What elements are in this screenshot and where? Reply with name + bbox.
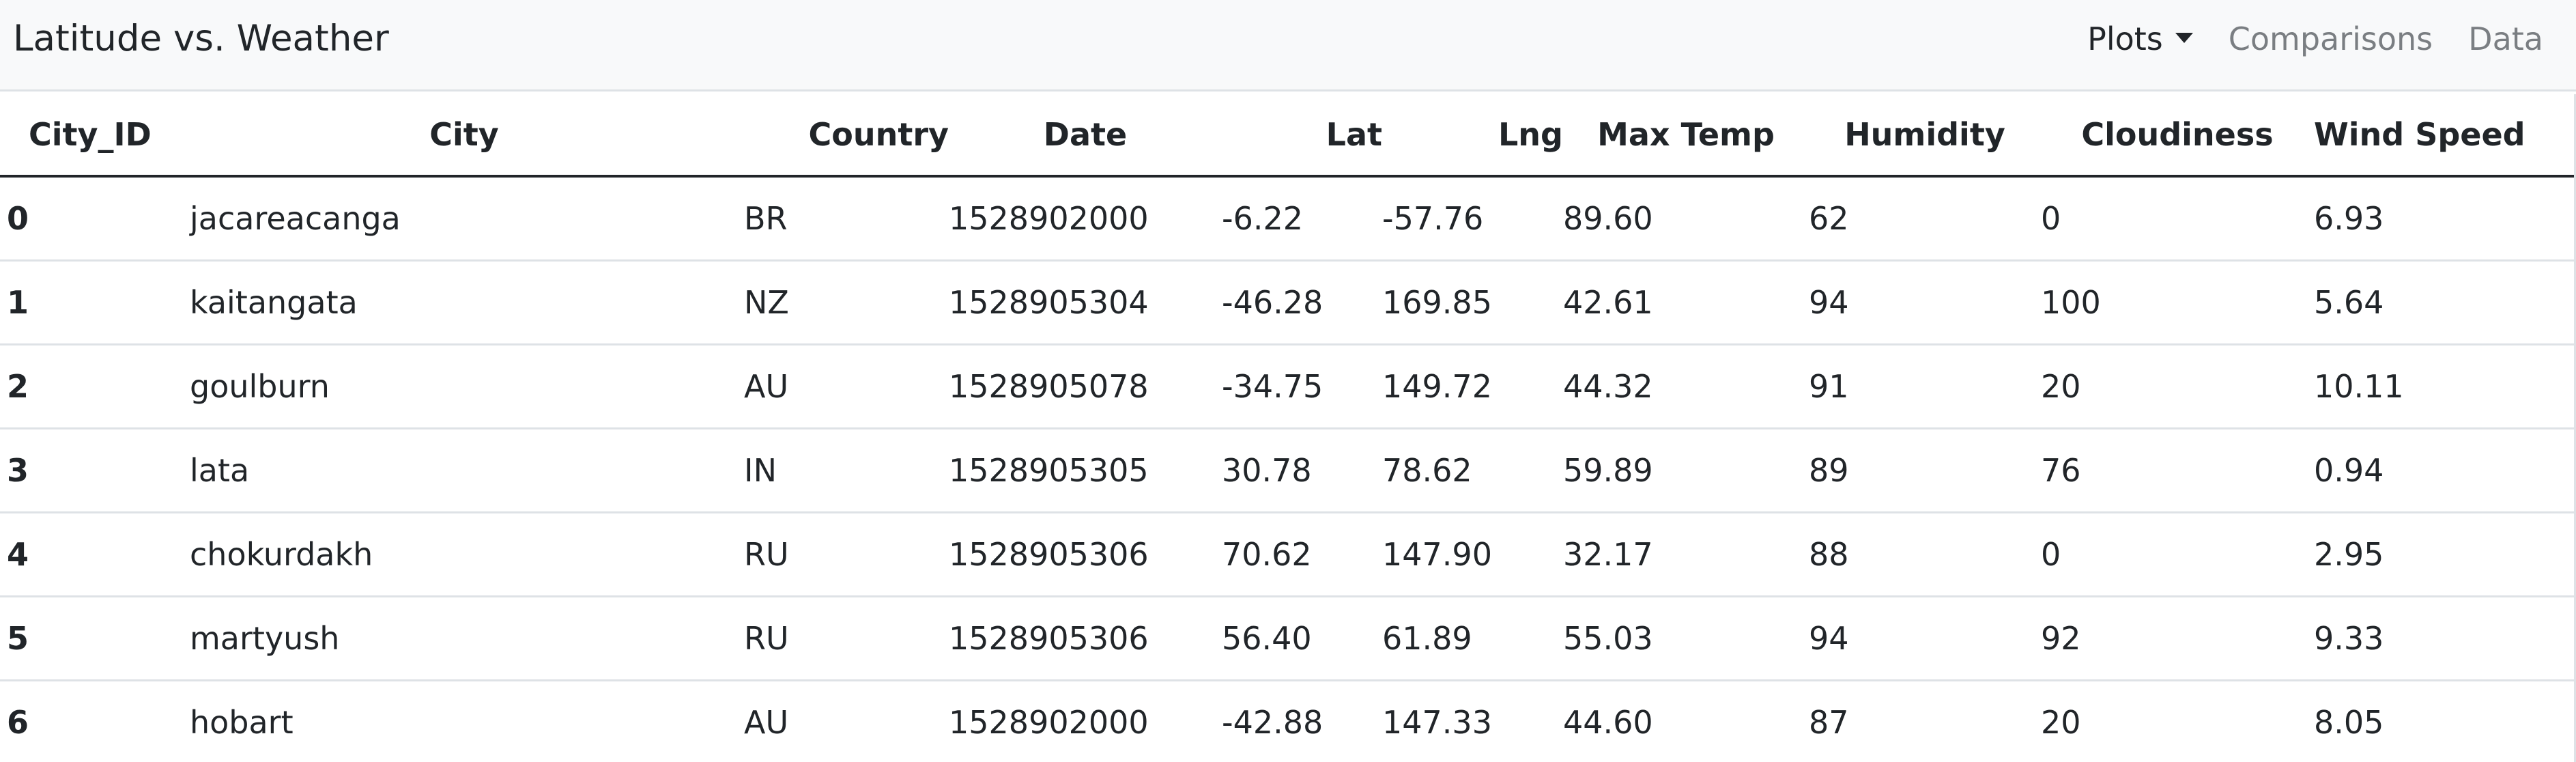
cell-lat: 70.62	[1222, 512, 1382, 597]
cell-max-temp: 32.17	[1563, 512, 1809, 597]
table-body: 0 jacareacanga BR 1528902000 -6.22 -57.76 89.6…	[0, 176, 2574, 762]
cell-city-id: 3	[0, 428, 184, 513]
data-table-container[interactable]: City_ID City Country Date Lat Lng Max Te…	[0, 94, 2576, 762]
table-row: 5 martyush RU 1528905306 56.40 61.89 55.03 94 92…	[0, 596, 2574, 681]
brand-title[interactable]: Latitude vs. Weather	[13, 18, 389, 59]
cell-max-temp: 55.03	[1563, 596, 1809, 681]
cell-lat: -6.22	[1222, 176, 1382, 262]
nav-plots-label: Plots	[2087, 20, 2163, 57]
cell-lng: 78.62	[1382, 428, 1563, 513]
cell-date: 1528905304	[949, 260, 1222, 345]
cell-date: 1528905306	[949, 596, 1222, 681]
cell-city: kaitangata	[184, 260, 744, 345]
cell-country: RU	[744, 596, 949, 681]
cell-date: 1528905305	[949, 428, 1222, 513]
nav-comparisons-link[interactable]: Comparisons	[2228, 20, 2433, 57]
cell-date: 1528902000	[949, 680, 1222, 762]
nav-data-link[interactable]: Data	[2468, 20, 2543, 57]
cell-country: BR	[744, 176, 949, 262]
table-row: 3 lata IN 1528905305 30.78 78.62 59.89 89 76 0.94	[0, 428, 2574, 513]
cell-humidity: 62	[1809, 176, 2041, 262]
header-date: Date	[949, 94, 1222, 178]
weather-data-table: City_ID City Country Date Lat Lng Max Te…	[0, 94, 2574, 762]
cell-lat: 30.78	[1222, 428, 1382, 513]
cell-date: 1528905306	[949, 512, 1222, 597]
table-row: 4 chokurdakh RU 1528905306 70.62 147.90 32.17 8…	[0, 512, 2574, 597]
cell-lng: 169.85	[1382, 260, 1563, 345]
cell-city: chokurdakh	[184, 512, 744, 597]
cell-max-temp: 42.61	[1563, 260, 1809, 345]
header-lat: Lat	[1222, 94, 1382, 178]
cell-wind-speed: 9.33	[2314, 596, 2574, 681]
navbar: Latitude vs. Weather Plots Comparisons D…	[0, 0, 2576, 91]
cell-city-id: 5	[0, 596, 184, 681]
cell-humidity: 91	[1809, 344, 2041, 429]
cell-max-temp: 44.32	[1563, 344, 1809, 429]
table-row: 2 goulburn AU 1528905078 -34.75 149.72 44.32 91…	[0, 344, 2574, 429]
cell-city-id: 4	[0, 512, 184, 597]
cell-humidity: 88	[1809, 512, 2041, 597]
cell-city: jacareacanga	[184, 176, 744, 262]
header-wind-speed: Wind Speed	[2314, 94, 2574, 178]
cell-country: IN	[744, 428, 949, 513]
header-max-temp: Max Temp	[1563, 94, 1809, 178]
header-city: City	[184, 94, 744, 178]
cell-lat: -34.75	[1222, 344, 1382, 429]
table-header-row: City_ID City Country Date Lat Lng Max Te…	[0, 94, 2574, 178]
cell-city: hobart	[184, 680, 744, 762]
cell-date: 1528902000	[949, 176, 1222, 262]
cell-cloudiness: 76	[2041, 428, 2314, 513]
cell-humidity: 89	[1809, 428, 2041, 513]
cell-humidity: 94	[1809, 260, 2041, 345]
cell-lng: 61.89	[1382, 596, 1563, 681]
cell-wind-speed: 10.11	[2314, 344, 2574, 429]
cell-city: lata	[184, 428, 744, 513]
cell-city: goulburn	[184, 344, 744, 429]
cell-city-id: 2	[0, 344, 184, 429]
cell-lat: -42.88	[1222, 680, 1382, 762]
cell-cloudiness: 0	[2041, 512, 2314, 597]
cell-country: AU	[744, 344, 949, 429]
table-row: 0 jacareacanga BR 1528902000 -6.22 -57.76 89.6…	[0, 176, 2574, 262]
header-lng: Lng	[1382, 94, 1563, 178]
cell-lng: 147.90	[1382, 512, 1563, 597]
cell-country: NZ	[744, 260, 949, 345]
cell-cloudiness: 100	[2041, 260, 2314, 345]
cell-wind-speed: 8.05	[2314, 680, 2574, 762]
cell-lng: 149.72	[1382, 344, 1563, 429]
header-cloudiness: Cloudiness	[2041, 94, 2314, 178]
cell-lat: 56.40	[1222, 596, 1382, 681]
header-country: Country	[744, 94, 949, 178]
cell-cloudiness: 0	[2041, 176, 2314, 262]
cell-country: AU	[744, 680, 949, 762]
cell-wind-speed: 2.95	[2314, 512, 2574, 597]
nav-plots-dropdown[interactable]: Plots	[2087, 18, 2193, 59]
cell-cloudiness: 92	[2041, 596, 2314, 681]
cell-lat: -46.28	[1222, 260, 1382, 345]
cell-wind-speed: 6.93	[2314, 176, 2574, 262]
cell-date: 1528905078	[949, 344, 1222, 429]
cell-cloudiness: 20	[2041, 680, 2314, 762]
cell-city-id: 6	[0, 680, 184, 762]
cell-lng: -57.76	[1382, 176, 1563, 262]
cell-cloudiness: 20	[2041, 344, 2314, 429]
table-row: 6 hobart AU 1528902000 -42.88 147.33 44.60 87 20…	[0, 680, 2574, 762]
cell-wind-speed: 0.94	[2314, 428, 2574, 513]
nav-links: Plots Comparisons Data	[2052, 18, 2543, 59]
cell-city-id: 1	[0, 260, 184, 345]
table-row: 1 kaitangata NZ 1528905304 -46.28 169.85 42.61…	[0, 260, 2574, 345]
header-humidity: Humidity	[1809, 94, 2041, 178]
cell-city-id: 0	[0, 176, 184, 262]
cell-city: martyush	[184, 596, 744, 681]
cell-max-temp: 89.60	[1563, 176, 1809, 262]
header-city-id: City_ID	[0, 94, 184, 178]
cell-max-temp: 44.60	[1563, 680, 1809, 762]
caret-down-icon	[2175, 33, 2193, 43]
cell-max-temp: 59.89	[1563, 428, 1809, 513]
cell-country: RU	[744, 512, 949, 597]
cell-humidity: 94	[1809, 596, 2041, 681]
cell-humidity: 87	[1809, 680, 2041, 762]
cell-wind-speed: 5.64	[2314, 260, 2574, 345]
cell-lng: 147.33	[1382, 680, 1563, 762]
